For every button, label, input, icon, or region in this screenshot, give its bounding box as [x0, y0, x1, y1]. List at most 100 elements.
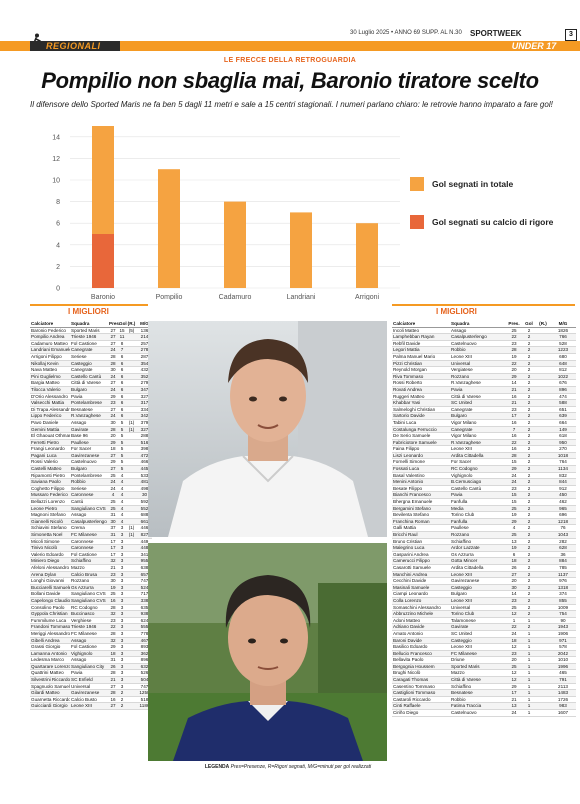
left-table-cell: 30	[108, 577, 118, 585]
left-table-cell: 278	[137, 346, 152, 354]
left-table-cell	[126, 683, 137, 691]
left-table-cell	[126, 379, 137, 387]
right-table-cell: Media	[450, 505, 506, 513]
right-table-cell: 664	[550, 419, 576, 427]
right-table-cell: Sported Maris	[450, 663, 506, 671]
left-table-cell: 635	[137, 604, 152, 612]
left-table-row: Arena Dylan Calcio Brusa 23 3 657	[30, 571, 152, 579]
right-table-cell: 25	[506, 604, 522, 612]
left-table-cell: Landriani Emanuele	[30, 346, 70, 354]
left-table-row: Nava Matteo Canegrate 30 6 432	[30, 366, 152, 374]
right-table-cell: 2	[522, 412, 536, 420]
left-table-cell: 7	[118, 346, 126, 354]
right-table-cell: Bellavita Paolo	[392, 656, 450, 664]
right-table-cell: 2	[522, 458, 536, 467]
left-table-cell: Pagani Luca	[30, 452, 70, 460]
right-table-cell: Ardor Lazzate	[450, 544, 506, 552]
right-table-cell	[536, 432, 550, 440]
right-table-cell: Pavia	[450, 491, 506, 500]
left-table-cell: 4	[118, 505, 126, 513]
x-tick-label: Arrigoni	[355, 294, 380, 300]
right-table-cell: 1018	[550, 452, 576, 460]
right-table-cell: 22	[506, 333, 522, 341]
right-table-cell	[536, 584, 550, 592]
right-table-cell	[536, 676, 550, 684]
left-table-cell: 37	[108, 524, 118, 532]
right-table-cell: Basal Valentino	[392, 472, 450, 480]
left-table-cell: 638	[137, 564, 152, 572]
left-table-cell: 747	[137, 683, 152, 691]
left-table-cell: 22	[108, 623, 118, 631]
right-table-cell: 2	[522, 327, 536, 335]
right-table-cell: Ardita Cittadella	[450, 452, 506, 460]
right-table-row: Somaschini Alessandro Universal 25 2 1009	[392, 604, 576, 612]
right-table-cell: 588	[550, 399, 576, 407]
right-table-cell: 1826	[550, 327, 576, 335]
right-table-cell: Gavirezanese	[450, 577, 506, 585]
right-table-cell: Casteggio	[450, 637, 506, 645]
left-table-cell	[126, 696, 137, 704]
right-table-cell: 23	[506, 597, 522, 605]
left-table-cell	[126, 557, 137, 565]
right-table-header-cell: M/G	[550, 321, 576, 328]
left-table-cell: Caronnese	[70, 491, 108, 500]
right-table-cell	[536, 610, 550, 618]
right-table-cell: Bergognia Houssem	[392, 663, 450, 671]
right-table-cell: 90	[550, 617, 576, 625]
right-table-cell: 2	[522, 524, 536, 532]
right-table-cell	[536, 452, 550, 460]
right-table-cell: 25	[506, 531, 522, 539]
legend-entry: Gol segnati su calcio di rigore	[432, 217, 554, 227]
right-table-cell: Castelnuovo	[450, 340, 506, 348]
right-table-cell: Castelnuovo	[450, 709, 506, 717]
left-table-cell: 6	[118, 366, 126, 374]
left-table-cell: Miniero Diego	[30, 557, 70, 565]
left-table-cell: 2	[118, 696, 126, 704]
left-table-cell: Pavo Daniele	[30, 419, 70, 427]
left-table-cell: Rozzano	[70, 577, 108, 585]
left-table-cell: Pontelambrese	[70, 472, 108, 480]
left-table-cell: Castello Cantù	[70, 373, 108, 381]
right-table-cell: Costalunga Ferruccio	[392, 426, 450, 434]
left-table-cell: 3	[118, 617, 126, 625]
portrait-top-image	[148, 321, 387, 537]
left-table-row: Quattrini Matteo Pavia 28 3 526	[30, 669, 152, 678]
left-table-cell: Mussaro Federico	[30, 491, 70, 500]
left-table-cell: 17	[108, 544, 118, 552]
left-table-cell: 28	[108, 604, 118, 612]
right-table-cell: 1009	[550, 604, 576, 612]
right-table-cell: 2	[522, 564, 536, 572]
article-summary: Il difensore dello Sported Maris ne fa b…	[30, 100, 553, 109]
right-table-cell	[536, 465, 550, 473]
right-table-cell: Paullese	[450, 524, 506, 532]
left-table-cell	[126, 551, 137, 559]
right-table-cell: 648	[550, 360, 576, 368]
right-table-cell	[536, 531, 550, 539]
right-table-cell	[536, 630, 550, 638]
bar-total	[224, 201, 246, 288]
left-table-cell	[126, 637, 137, 645]
right-table-cell: Bricchi Raul	[392, 531, 450, 539]
right-table-cell: Universal	[450, 604, 506, 612]
left-table-cell: 257	[137, 340, 152, 348]
left-table-row: Ledesma Marco Assago 31 3 896	[30, 656, 152, 664]
left-table-cell: 3	[118, 577, 126, 585]
left-table-cell: Gemini Mattia	[30, 426, 70, 434]
right-table-cell: Rozzano	[450, 531, 506, 539]
right-table-cell: 24	[506, 472, 522, 480]
left-table-cell: Base 96	[70, 432, 108, 440]
right-table-cell	[536, 393, 550, 401]
left-table-cell: 1186	[137, 702, 152, 711]
goals-bar-chart: 0 2 4 6 8 10 12 14 Baronio Pompilio Cadamuro Landri…	[52, 126, 554, 300]
right-table-row: Costalunga Ferruccio Canegrate 7 2 149	[392, 426, 576, 434]
left-table-cell: Guarnetta Riccardo	[30, 696, 70, 704]
left-table-cell: 317	[137, 399, 152, 407]
left-table-cell	[126, 445, 137, 453]
right-table-cell	[536, 551, 550, 559]
left-table-cell	[126, 669, 137, 678]
left-table-header-cell: Pres.	[108, 321, 121, 328]
left-table-cell: Pompilio Andrea	[30, 333, 70, 341]
left-table-cell: Canegrate	[70, 366, 108, 374]
right-table-cell: Ardita Cittadella	[450, 564, 506, 572]
left-table-cell: 5	[118, 445, 126, 453]
